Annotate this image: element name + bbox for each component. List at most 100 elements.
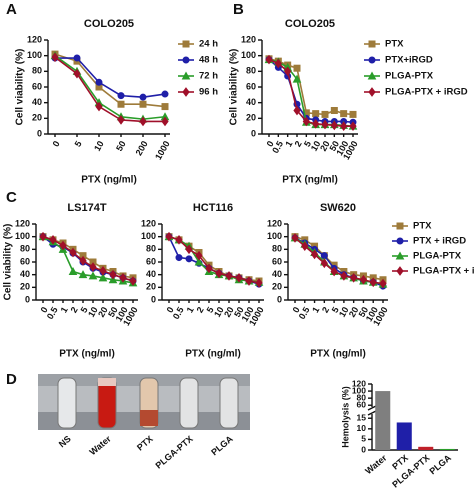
- x-tick-label: 5: [205, 305, 216, 314]
- data-point: [349, 121, 357, 132]
- data-point: [161, 103, 169, 111]
- x-tick-label: 1: [185, 305, 196, 314]
- y-tick-label: 120: [352, 378, 366, 388]
- legend-marker: [395, 251, 405, 260]
- x-tick-label: 50: [106, 305, 120, 319]
- y-tick-label: 5: [361, 434, 366, 444]
- chart-title: LS174T: [67, 202, 106, 214]
- data-point: [293, 105, 301, 116]
- x-tick-label: 20: [96, 305, 110, 319]
- x-tick-label: 50: [232, 305, 246, 319]
- series-line: [268, 58, 354, 124]
- x-tick-label: 0: [165, 305, 176, 314]
- y-tick-label: 60: [272, 256, 282, 266]
- legend-label: 72 h: [199, 71, 218, 82]
- x-tick-label: 20: [347, 305, 361, 319]
- legend-label: PLGA-PTX: [385, 71, 434, 82]
- y-tick-label: 20: [20, 282, 30, 292]
- y-tick-label: 80: [146, 244, 156, 254]
- series-line: [54, 55, 166, 120]
- data-point: [95, 78, 103, 86]
- legend-label: PLGA-PTX + iRGD: [413, 266, 474, 277]
- axis-break: [367, 405, 377, 411]
- legend-label: PTX + iRGD: [413, 236, 466, 247]
- legend-label: PTX: [413, 221, 432, 232]
- legend-marker: [396, 237, 404, 245]
- data-point: [194, 257, 204, 266]
- data-point: [185, 255, 193, 263]
- data-point: [175, 254, 183, 262]
- legend-label: 48 h: [199, 55, 218, 66]
- y-axis-label: Cell viability (%): [229, 49, 240, 126]
- data-point: [369, 277, 377, 288]
- bar: [396, 422, 412, 450]
- data-point: [139, 93, 147, 101]
- y-tick-label: 0: [251, 128, 256, 138]
- legend-label: PLGA-PTX + iRGD: [385, 87, 468, 98]
- series-line: [42, 235, 134, 282]
- y-tick-label: 100: [27, 50, 42, 60]
- data-point: [79, 255, 87, 266]
- data-point: [205, 263, 213, 274]
- x-axis-label: PTX (ng/ml): [282, 175, 338, 186]
- data-point: [245, 276, 253, 286]
- series-line: [168, 235, 260, 284]
- chart-title: SW620: [320, 202, 356, 214]
- data-point: [129, 276, 137, 286]
- x-tick-label: 50: [327, 139, 341, 153]
- data-point: [139, 100, 147, 108]
- data-point: [320, 258, 328, 269]
- series-line: [268, 58, 354, 116]
- y-tick-label: 40: [146, 269, 156, 279]
- y-tick-label: 120: [27, 34, 42, 44]
- y-tick-label: 100: [15, 231, 30, 241]
- x-axis-label: PTX (ng/ml): [59, 349, 115, 360]
- x-tick-label: 10: [309, 139, 323, 153]
- data-point: [292, 74, 302, 83]
- x-tick-label: 0.5: [270, 139, 285, 155]
- series-line: [168, 235, 260, 284]
- y-tick-label: 100: [267, 231, 282, 241]
- legend-marker: [396, 266, 404, 276]
- data-point: [225, 271, 233, 281]
- legend-marker: [368, 56, 376, 64]
- panel-label: C: [6, 189, 17, 206]
- data-point: [293, 64, 301, 72]
- legend-marker: [181, 71, 191, 80]
- data-point: [235, 272, 243, 283]
- series-line: [54, 56, 165, 123]
- x-tick-label: 50: [357, 305, 371, 319]
- series-line: [54, 53, 166, 108]
- data-point: [139, 116, 147, 127]
- x-tick-label: 200: [134, 139, 150, 157]
- data-point: [291, 233, 299, 243]
- data-point: [265, 54, 273, 65]
- data-point: [161, 90, 169, 98]
- data-point: [340, 110, 348, 118]
- y-tick-label: 20: [32, 113, 42, 123]
- y-tick-label: 0: [361, 444, 366, 454]
- x-tick-label: 1: [310, 305, 321, 314]
- data-point: [330, 120, 338, 131]
- x-tick-label: 2: [293, 139, 304, 148]
- data-point: [340, 121, 348, 132]
- legend-label: PTX+iRGD: [385, 55, 433, 66]
- series-line: [55, 57, 166, 98]
- y-axis-label: Cell viability (%): [3, 224, 14, 301]
- y-tick-label: 20: [272, 282, 282, 292]
- chart-title: COLO205: [285, 18, 335, 30]
- legend-marker: [396, 222, 404, 230]
- legend-marker: [368, 40, 376, 48]
- data-point: [165, 231, 173, 242]
- series-line: [42, 235, 134, 284]
- y-tick-label: 40: [246, 97, 256, 107]
- data-point: [78, 270, 88, 279]
- y-axis-label: Cell viability (%): [15, 49, 26, 126]
- data-point: [119, 272, 127, 283]
- data-point: [350, 272, 358, 283]
- x-tick-label: 2: [195, 305, 206, 314]
- x-tick-label: 1000: [153, 139, 172, 161]
- legend-marker: [368, 87, 376, 97]
- y-tick-label: 15: [357, 412, 367, 422]
- legend-label: PLGA-PTX: [413, 251, 462, 262]
